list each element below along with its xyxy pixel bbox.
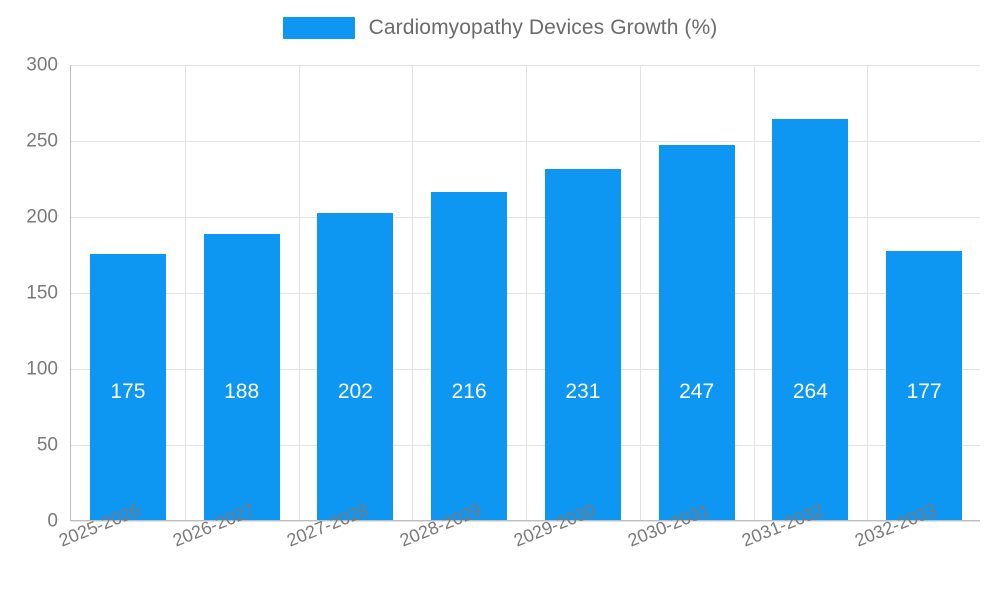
- y-axis-tick-label: 250: [26, 130, 58, 152]
- bar[interactable]: 175: [89, 254, 166, 520]
- vertical-gridline: [526, 65, 527, 520]
- legend-label-series-1: Cardiomyopathy Devices Growth (%): [368, 16, 718, 39]
- y-axis-tick-label: 300: [26, 54, 58, 76]
- bar-value-label: 231: [565, 380, 601, 403]
- gridline: [71, 293, 980, 294]
- gridline: [71, 369, 980, 370]
- bar[interactable]: 188: [203, 234, 280, 520]
- bar-value-label: 216: [451, 380, 487, 403]
- vertical-gridline: [867, 65, 868, 520]
- bar[interactable]: 247: [658, 144, 735, 520]
- gridline: [71, 217, 980, 218]
- x-axis-tick-labels: 2025-2026 2026-2027 2027-2028 2028-2029 2029…: [56, 500, 980, 600]
- y-axis-tick-label: 0: [47, 510, 58, 532]
- gridline: [71, 141, 980, 142]
- bar-value-label: 177: [906, 380, 942, 403]
- bar[interactable]: 216: [431, 191, 508, 520]
- bar-value-label: 264: [792, 380, 828, 403]
- y-axis-tick-label: 100: [26, 358, 58, 380]
- vertical-gridline: [640, 65, 641, 520]
- vertical-gridline: [185, 65, 186, 520]
- bar-value-label: 247: [679, 380, 715, 403]
- bar[interactable]: 202: [317, 212, 394, 520]
- gridline: [71, 521, 980, 522]
- vertical-gridline: [412, 65, 413, 520]
- y-axis-tick-label: 200: [26, 206, 58, 228]
- legend-swatch-series-1: [282, 17, 355, 39]
- bar-value-label: 188: [224, 380, 260, 403]
- bar-value-label: 202: [337, 380, 373, 403]
- plot-area: 175 188 202 216 231 247 264 177: [70, 65, 980, 522]
- vertical-gridline: [754, 65, 755, 520]
- gridline: [71, 65, 980, 66]
- y-axis-tick-labels: 0 50 100 150 200 250 300: [0, 56, 58, 531]
- bar[interactable]: 177: [886, 250, 963, 520]
- y-axis-tick-label: 150: [26, 282, 58, 304]
- bar[interactable]: 264: [772, 118, 849, 520]
- vertical-gridline: [299, 65, 300, 520]
- gridline: [71, 445, 980, 446]
- bar-series: 175 188 202 216 231 247 264 177: [71, 65, 980, 520]
- bar-value-label: 175: [110, 380, 146, 403]
- bar[interactable]: 231: [544, 168, 621, 520]
- y-axis-tick-label: 50: [36, 434, 58, 456]
- chart-legend: Cardiomyopathy Devices Growth (%): [0, 16, 1000, 40]
